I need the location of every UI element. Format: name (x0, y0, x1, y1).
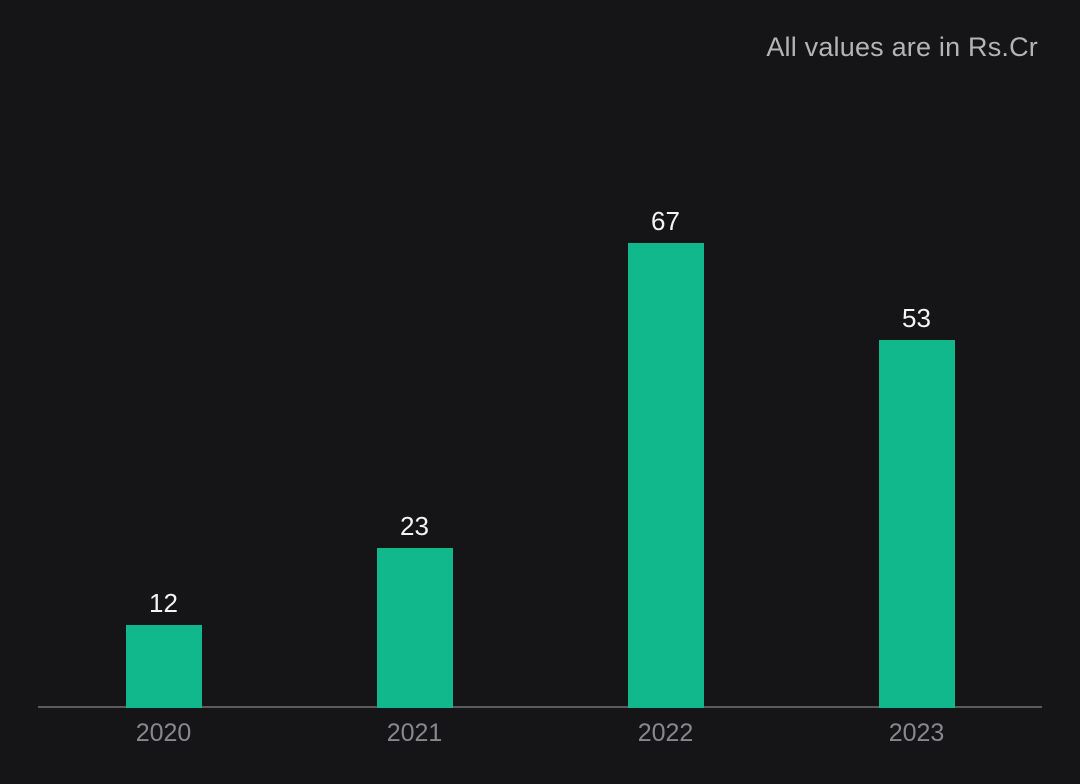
x-axis-line (38, 706, 1042, 708)
bar-group-2021: 23 (289, 208, 540, 708)
x-tick-2022: 2022 (637, 719, 694, 747)
x-tick-2020: 2020 (135, 719, 192, 747)
x-tick-2021: 2021 (386, 719, 443, 747)
bar-group-2023: 53 (791, 208, 1042, 708)
bar-2023[interactable] (878, 340, 955, 708)
units-note: All values are in Rs.Cr (766, 32, 1038, 62)
bar-2021[interactable] (376, 548, 453, 708)
x-axis-labels: 2020 2021 2022 2023 (38, 719, 1042, 748)
bar-value-label: 12 (149, 588, 178, 618)
bar-group-2022: 67 (540, 208, 791, 708)
bar-value-label: 67 (651, 206, 680, 236)
bar-2022[interactable] (627, 243, 704, 708)
bar-2020[interactable] (125, 625, 202, 708)
bar-value-label: 23 (400, 511, 429, 541)
plot-area: 12 23 67 53 (38, 208, 1042, 708)
bar-group-2020: 12 (38, 208, 289, 708)
bar-value-label: 53 (902, 303, 931, 333)
x-tick-2023: 2023 (888, 719, 945, 747)
